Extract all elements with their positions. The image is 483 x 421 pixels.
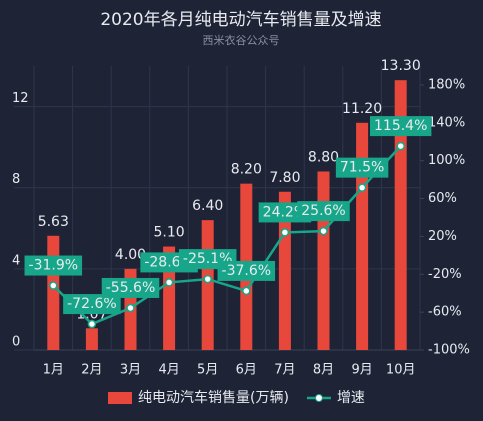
line-point <box>280 228 290 237</box>
line-value-label-text: 71.5% <box>340 160 384 176</box>
bar-value-label: 8.20 <box>231 162 262 178</box>
line-value-label: -31.9% <box>24 255 83 276</box>
bar-value-label: 4.00 <box>115 247 146 263</box>
line-value-label-text: 24.2% <box>263 204 307 220</box>
y-tick-label: 12 <box>12 91 29 106</box>
line-value-label-box <box>63 294 121 315</box>
y2-tick-label: 140% <box>428 115 465 130</box>
x-tick-label: 5月 <box>197 363 218 378</box>
line-value-label-text: -31.9% <box>29 258 79 274</box>
bar-value-label: 5.10 <box>154 225 185 241</box>
line-point <box>319 226 328 236</box>
x-tick-label: 7月 <box>274 363 295 378</box>
y2-tick-label: -60% <box>428 305 462 320</box>
line-value-label-text: -55.6% <box>106 280 156 296</box>
line-point <box>242 286 251 296</box>
line-point <box>357 183 367 192</box>
y2-tick-label: -100% <box>428 343 470 358</box>
line-point <box>203 274 212 284</box>
line-value-label: 25.6% <box>297 201 350 222</box>
bar <box>317 171 330 350</box>
legend-swatch <box>108 392 132 404</box>
line-value-label: 115.4% <box>370 116 432 137</box>
legend-swatch-point <box>314 394 323 402</box>
legend-label: 增速 <box>337 390 365 406</box>
x-tick-label: 3月 <box>120 363 141 378</box>
line-value-label: -55.6% <box>101 277 160 298</box>
bar-value-label: 11.20 <box>342 101 382 117</box>
y2-tick-label: -20% <box>428 267 462 282</box>
x-tick-label: 10月 <box>386 363 416 378</box>
line-value-label-box <box>217 260 276 281</box>
bar <box>47 235 60 350</box>
y-tick-label: 8 <box>12 172 20 187</box>
line-value-label-box <box>370 116 432 137</box>
y-tick-label: 4 <box>12 253 20 268</box>
line-point <box>87 319 97 329</box>
line-value-label-text: -72.6% <box>67 296 117 312</box>
x-tick-label: 9月 <box>351 363 372 378</box>
chart-title: 2020年各月纯电动汽车销售量及增速 <box>100 10 381 30</box>
line-value-label: -72.6% <box>63 294 121 315</box>
line-point <box>126 303 135 313</box>
bar-value-label: 8.80 <box>308 149 339 165</box>
line-value-label: -37.6% <box>217 260 276 281</box>
x-tick-label: 6月 <box>236 363 257 378</box>
bar-value-label: 6.40 <box>192 198 223 214</box>
y2-tick-label: 20% <box>428 229 457 244</box>
line-value-label-text: 115.4% <box>374 118 427 134</box>
line-point <box>164 278 174 287</box>
bar-value-label: 7.80 <box>269 170 300 186</box>
bar <box>356 122 369 350</box>
x-tick-label: 1月 <box>43 363 64 378</box>
y2-tick-label: 60% <box>428 191 457 206</box>
bar <box>85 328 98 350</box>
line-value-label-box <box>101 277 160 298</box>
line-value-label: 71.5% <box>335 157 389 178</box>
line-point <box>49 281 58 290</box>
line-value-label-text: -37.6% <box>222 263 272 279</box>
bar <box>201 220 214 350</box>
x-tick-label: 2月 <box>81 363 102 378</box>
x-tick-label: 4月 <box>158 363 179 378</box>
y2-tick-label: 180% <box>428 77 465 92</box>
x-tick-label: 8月 <box>313 363 334 378</box>
line-value-label-box <box>24 255 83 276</box>
bar-value-label: 5.63 <box>38 214 69 230</box>
line-point <box>396 141 405 151</box>
line-value-label-text: 25.6% <box>301 203 345 219</box>
chart-subtitle: 西米衣谷公众号 <box>203 33 280 47</box>
line-value-label-box <box>297 201 350 222</box>
line-value-label-box <box>335 157 389 178</box>
y-tick-label: 0 <box>12 335 20 350</box>
bar-value-label: 13.30 <box>381 58 421 74</box>
y2-tick-label: 100% <box>428 153 465 168</box>
legend-label: 纯电动汽车销售量(万辆) <box>138 389 289 406</box>
